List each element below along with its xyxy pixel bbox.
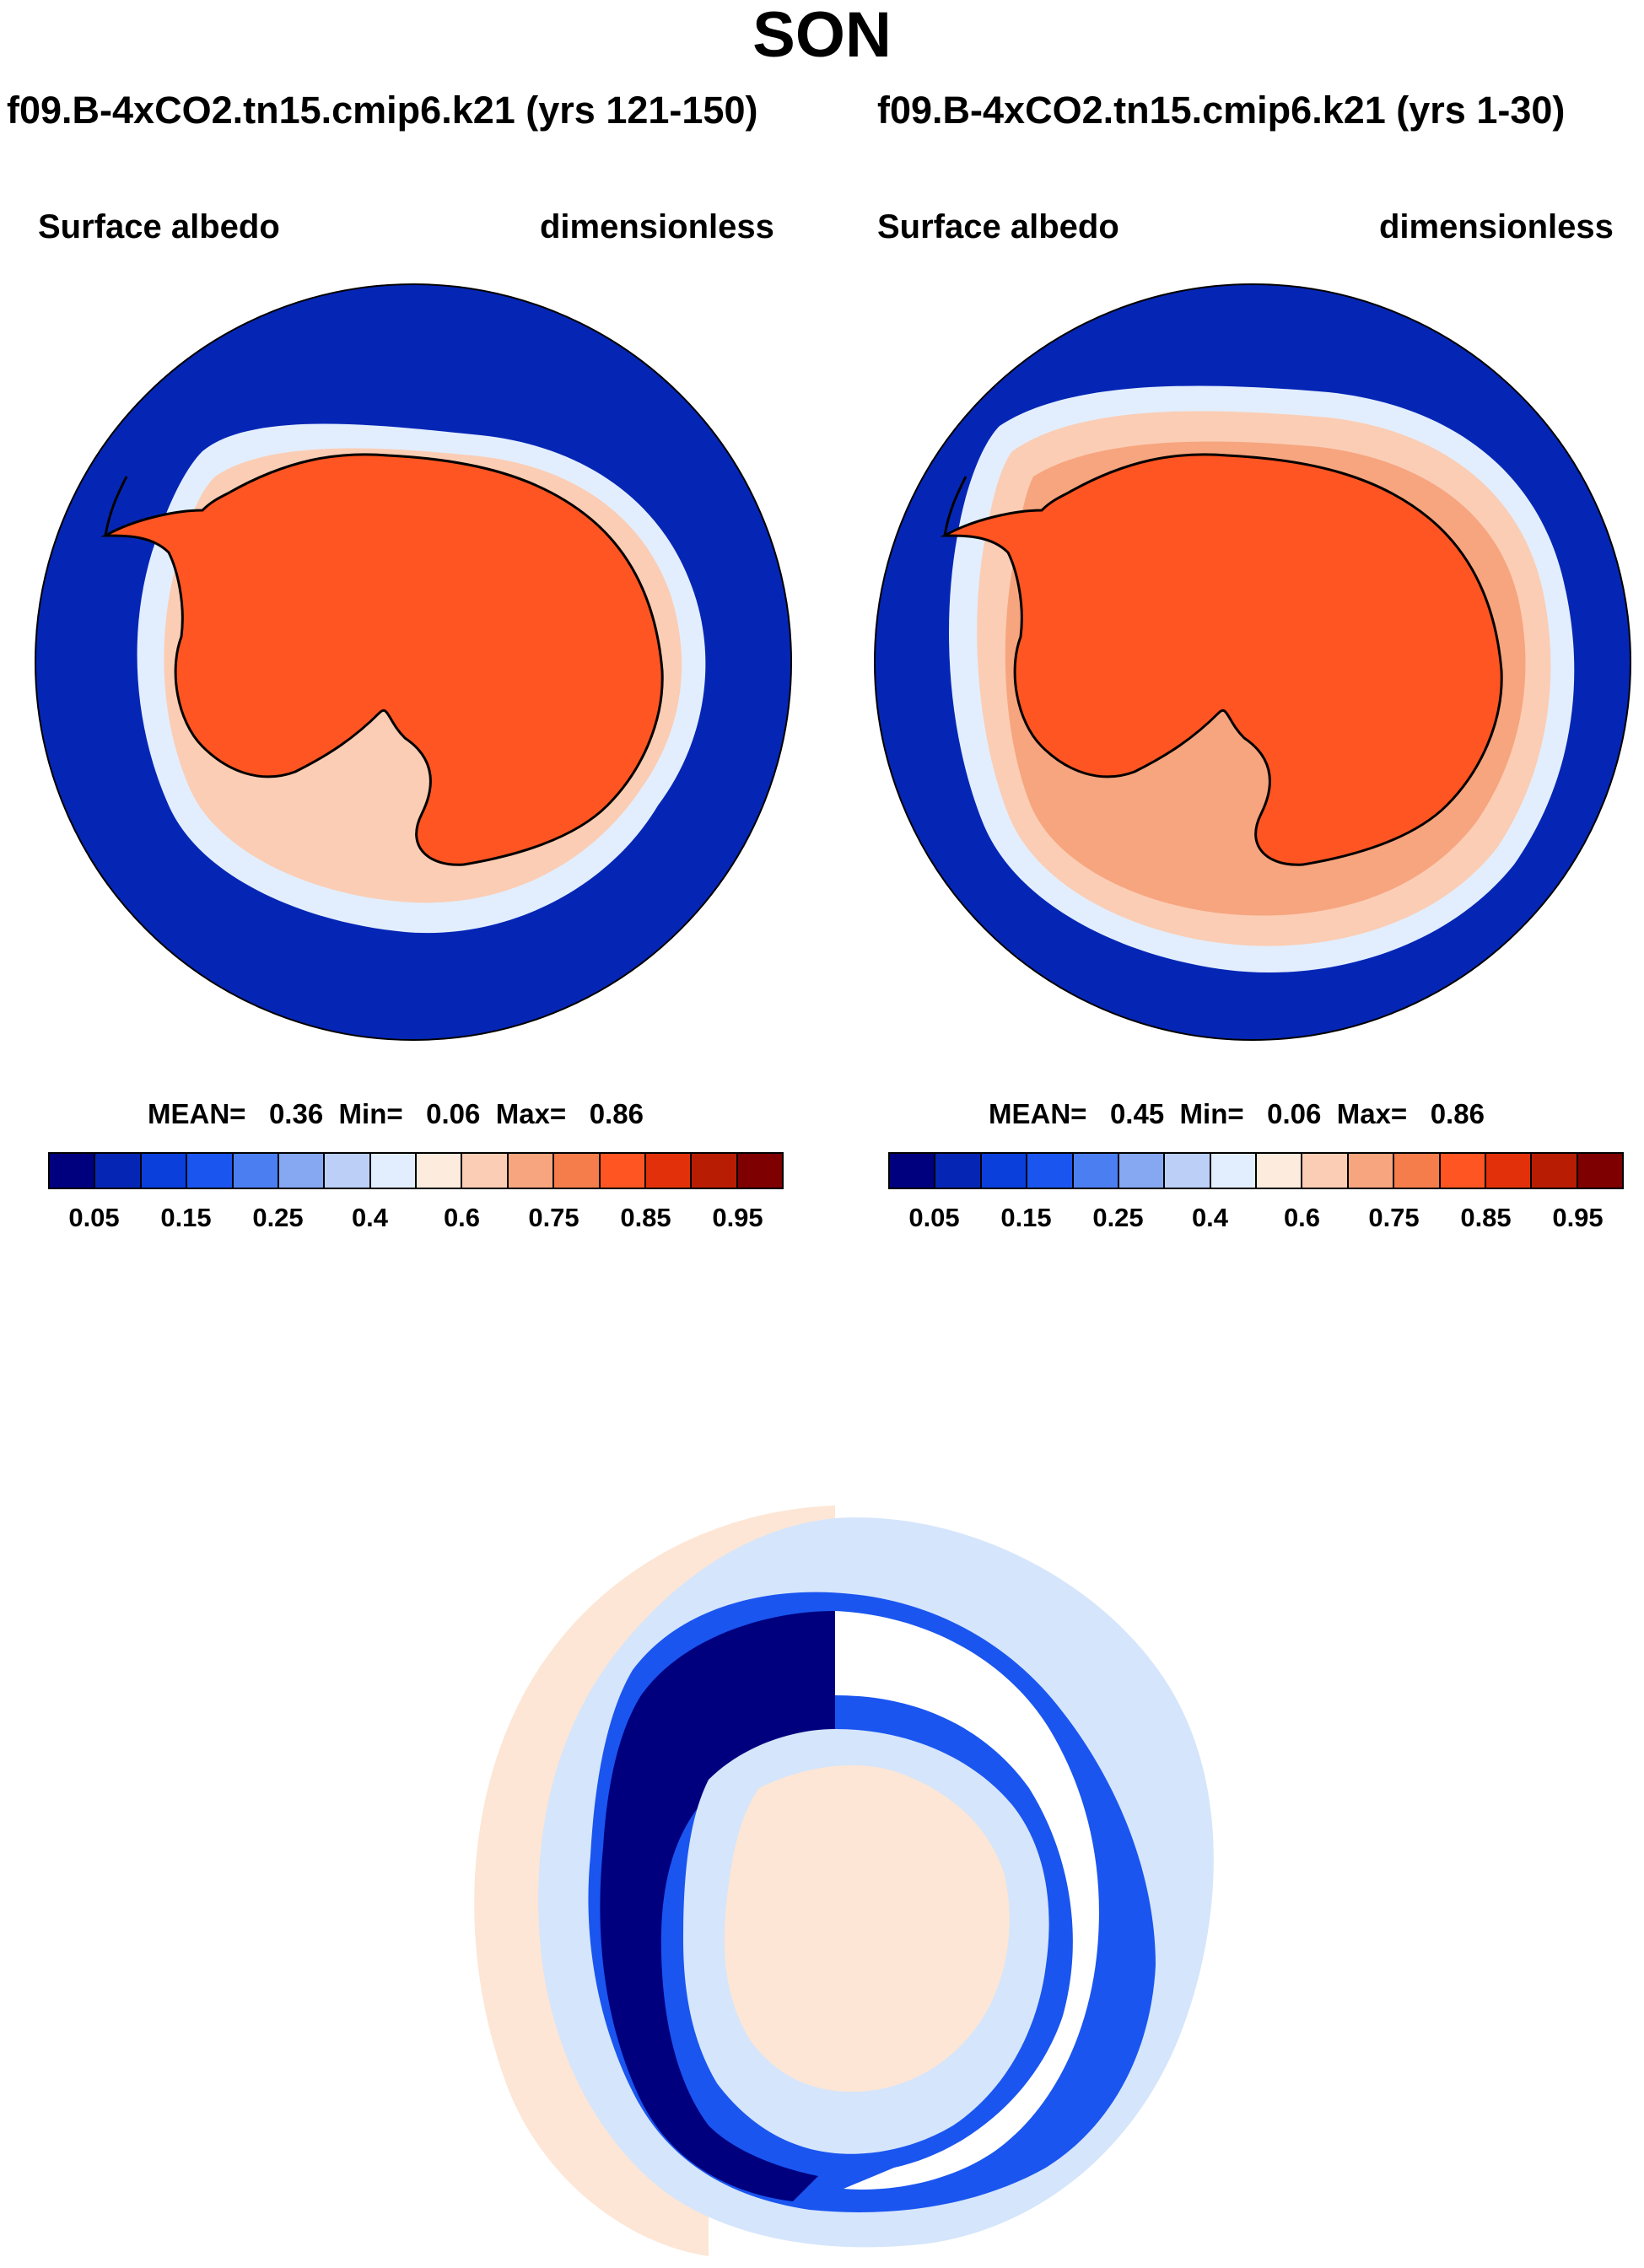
right-colorbar-box-5 [1118, 1154, 1166, 1188]
right-colorbar-box-14 [1532, 1154, 1578, 1188]
right-colorbar-tick-label: 0.15 [1000, 1203, 1052, 1232]
left-colorbar-box-4 [233, 1154, 279, 1188]
left-colorbar-tick-label: 0.75 [528, 1203, 579, 1232]
left-max-label: Max= [495, 1098, 567, 1129]
left-colorbar [48, 1152, 784, 1189]
right-stats: MEAN= 0.45 Min= 0.06 Max= 0.86 [989, 1098, 1485, 1130]
diff-white-gap [835, 1611, 1099, 2190]
left-antarctica [100, 453, 664, 866]
right-min-value: 0.06 [1267, 1098, 1322, 1129]
left-colorbar-tick-label: 0.95 [712, 1203, 763, 1232]
right-colorbar-box-3 [1027, 1154, 1074, 1188]
right-max-value: 0.86 [1430, 1098, 1485, 1129]
left-colorbar-box-11 [554, 1154, 601, 1188]
figure-title: SON [752, 0, 892, 71]
right-colorbar [888, 1152, 1624, 1189]
right-colorbar-box-12 [1440, 1154, 1486, 1188]
diff-peach-area [474, 1506, 835, 2256]
left-colorbar-box-7 [370, 1154, 417, 1188]
left-run-label: f09.B-4xCO2.tn15.cmip6.k21 (yrs 121-150) [7, 89, 758, 132]
right-run-label: f09.B-4xCO2.tn15.cmip6.k21 (yrs 1-30) [877, 89, 1566, 132]
left-colorbar-tick-label: 0.25 [252, 1203, 304, 1232]
left-colorbar-box-10 [508, 1154, 555, 1188]
right-colorbar-box-7 [1210, 1154, 1257, 1188]
left-mean-value: 0.36 [268, 1098, 324, 1129]
right-mean-value: 0.45 [1109, 1098, 1165, 1129]
right-polar-map [874, 283, 1631, 1041]
left-min-label: Min= [338, 1098, 403, 1129]
left-colorbar-box-13 [645, 1154, 693, 1188]
right-colorbar-box-9 [1302, 1154, 1349, 1188]
right-colorbar-tick-label: 0.6 [1283, 1203, 1321, 1232]
right-colorbar-box-15 [1577, 1154, 1622, 1188]
left-colorbar-tick-label: 0.05 [68, 1203, 120, 1232]
left-colorbar-box-2 [141, 1154, 188, 1188]
left-polar-map [35, 283, 792, 1041]
right-colorbar-tick-label: 0.85 [1460, 1203, 1512, 1232]
right-colorbar-box-8 [1257, 1154, 1303, 1188]
left-colorbar-box-5 [278, 1154, 326, 1188]
left-max-value: 0.86 [589, 1098, 644, 1129]
left-colorbar-box-15 [737, 1154, 782, 1188]
left-colorbar-box-14 [692, 1154, 738, 1188]
left-peninsula [104, 476, 128, 536]
right-colorbar-tick-label: 0.4 [1191, 1203, 1229, 1232]
left-colorbar-box-9 [462, 1154, 509, 1188]
right-colorbar-box-0 [890, 1154, 936, 1188]
difference-map [474, 1506, 1214, 2256]
left-colorbar-box-1 [95, 1154, 142, 1188]
right-units-label: dimensionless [1379, 208, 1614, 245]
right-max-label: Max= [1336, 1098, 1408, 1129]
left-colorbar-box-0 [50, 1154, 96, 1188]
right-colorbar-box-13 [1485, 1154, 1533, 1188]
left-colorbar-tick-label: 0.15 [160, 1203, 212, 1232]
left-units-label: dimensionless [540, 208, 774, 245]
left-colorbar-tick-label: 0.85 [620, 1203, 671, 1232]
left-colorbar-box-8 [417, 1154, 463, 1188]
left-colorbar-box-6 [325, 1154, 371, 1188]
left-colorbar-box-3 [187, 1154, 234, 1188]
right-colorbar-tick-label: 0.75 [1368, 1203, 1420, 1232]
right-colorbar-box-11 [1394, 1154, 1441, 1188]
left-colorbar-tick-label: 0.6 [443, 1203, 481, 1232]
right-antarctica [940, 453, 1503, 866]
right-peninsula [943, 476, 968, 536]
right-min-label: Min= [1179, 1098, 1244, 1129]
left-min-value: 0.06 [426, 1098, 481, 1129]
right-colorbar-box-2 [981, 1154, 1028, 1188]
right-colorbar-box-4 [1073, 1154, 1119, 1188]
left-variable-label: Surface albedo [38, 208, 280, 245]
right-mean-label: MEAN= [989, 1098, 1087, 1129]
diff-deep-blue [600, 1611, 835, 2201]
left-colorbar-ticks: 0.05 0.15 0.25 0.4 0.6 0.75 0.85 0.95 [48, 1203, 784, 1236]
left-stats: MEAN= 0.36 Min= 0.06 Max= 0.86 [148, 1098, 644, 1130]
right-colorbar-tick-label: 0.05 [908, 1203, 960, 1232]
right-colorbar-box-10 [1348, 1154, 1395, 1188]
diff-continent-peach [724, 1764, 1010, 2092]
left-colorbar-box-12 [600, 1154, 646, 1188]
right-variable-label: Surface albedo [877, 208, 1119, 245]
right-colorbar-box-1 [935, 1154, 982, 1188]
right-colorbar-tick-label: 0.25 [1092, 1203, 1144, 1232]
right-colorbar-ticks: 0.05 0.15 0.25 0.4 0.6 0.75 0.85 0.95 [888, 1203, 1624, 1236]
left-colorbar-tick-label: 0.4 [351, 1203, 389, 1232]
right-colorbar-tick-label: 0.95 [1552, 1203, 1604, 1232]
left-mean-label: MEAN= [148, 1098, 246, 1129]
right-colorbar-box-6 [1165, 1154, 1211, 1188]
